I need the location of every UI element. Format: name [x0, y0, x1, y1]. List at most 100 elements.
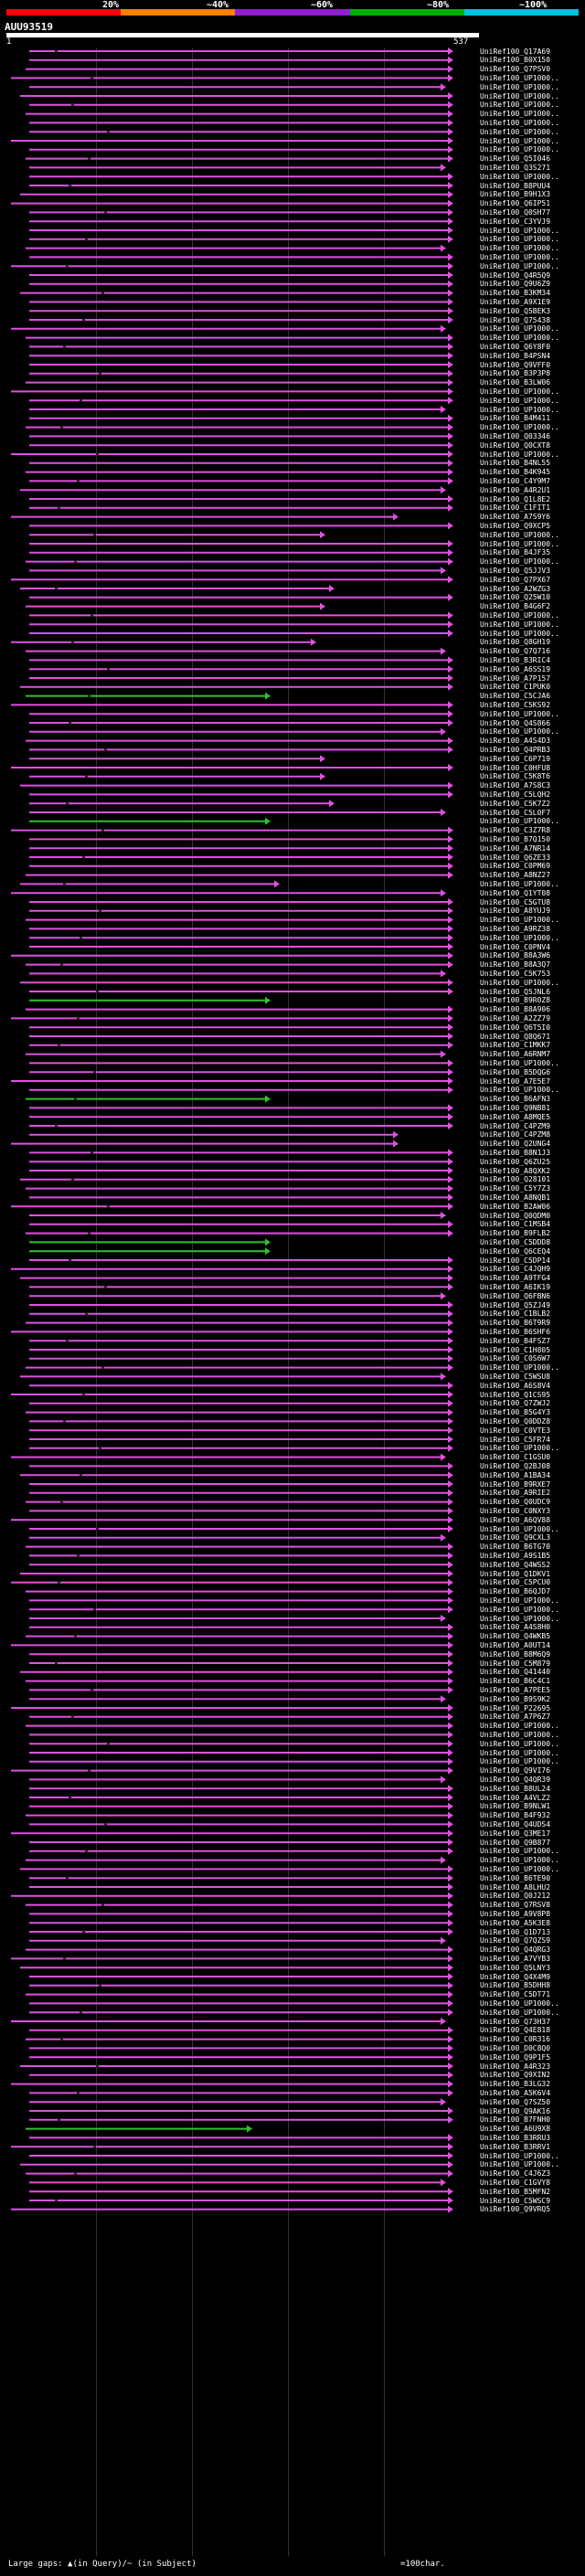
hit-label[interactable]: UniRef100_C3YVJ9: [480, 217, 551, 226]
hit-label[interactable]: UniRef100_Q9XIN2: [480, 2071, 551, 2080]
hit-label[interactable]: UniRef100_UP1000..: [480, 629, 559, 638]
hit-label[interactable]: UniRef100_C1H805: [480, 1345, 551, 1354]
hit-label[interactable]: UniRef100_Q1DKV1: [480, 1569, 551, 1578]
hit-label[interactable]: UniRef100_Q5JJV3: [480, 566, 551, 575]
hit-label[interactable]: UniRef100_C4Y9M7: [480, 476, 551, 485]
hit-label[interactable]: UniRef100_C0PNV4: [480, 942, 551, 951]
hit-label[interactable]: UniRef100_Q9VRQ5: [480, 2205, 551, 2214]
hit-label[interactable]: UniRef100_UP1000..: [480, 172, 559, 181]
hit-label[interactable]: UniRef100_UP1000..: [480, 101, 559, 110]
hit-label[interactable]: UniRef100_B7Q150: [480, 834, 551, 843]
hit-label[interactable]: UniRef100_UP1000..: [480, 1058, 559, 1067]
hit-label[interactable]: UniRef100_C5M879: [480, 1659, 551, 1668]
hit-label[interactable]: UniRef100_UP1000..: [480, 1730, 559, 1739]
hit-label[interactable]: UniRef100_C0NXY3: [480, 1506, 551, 1515]
hit-label[interactable]: UniRef100_UP1000..: [480, 978, 559, 987]
hit-label[interactable]: UniRef100_B6C4C1: [480, 1677, 551, 1686]
hit-label[interactable]: UniRef100_Q5ZJ49: [480, 1300, 551, 1309]
hit-label[interactable]: UniRef100_B8M6Q9: [480, 1649, 551, 1659]
hit-label[interactable]: UniRef100_UP1000..: [480, 709, 559, 718]
hit-label[interactable]: UniRef100_Q4R5Q9: [480, 270, 551, 280]
hit-label[interactable]: UniRef100_C1BLB2: [480, 1309, 551, 1319]
hit-label[interactable]: UniRef100_B7FNH0: [480, 2115, 551, 2125]
hit-label[interactable]: UniRef100_Q5JNL6: [480, 987, 551, 996]
hit-label[interactable]: UniRef100_B4NL55: [480, 459, 551, 468]
hit-label[interactable]: UniRef100_Q5LNY3: [480, 1963, 551, 1972]
hit-label[interactable]: UniRef100_B4G6F2: [480, 602, 551, 611]
hit-label[interactable]: UniRef100_UP1000..: [480, 1998, 559, 2008]
hit-label[interactable]: UniRef100_A6SS19: [480, 664, 551, 673]
hit-label[interactable]: UniRef100_A7S9Y6: [480, 513, 551, 522]
hit-label[interactable]: UniRef100_C0PM69: [480, 862, 551, 871]
hit-label[interactable]: UniRef100_UP1000..: [480, 110, 559, 119]
hit-label[interactable]: UniRef100_UP1000..: [480, 145, 559, 154]
hit-label[interactable]: UniRef100_UP1000..: [480, 136, 559, 145]
hit-label[interactable]: UniRef100_C5PCU0: [480, 1578, 551, 1587]
hit-label[interactable]: UniRef100_C5DT71: [480, 1990, 551, 1999]
hit-label[interactable]: UniRef100_UP1000..: [480, 610, 559, 620]
hit-label[interactable]: UniRef100_Q9CXL3: [480, 1533, 551, 1542]
hit-label[interactable]: UniRef100_Q7Q716: [480, 647, 551, 656]
hit-label[interactable]: UniRef100_C0VTE3: [480, 1426, 551, 1435]
hit-label[interactable]: UniRef100_Q1CS95: [480, 1390, 551, 1399]
hit-label[interactable]: UniRef100_Q9P1F5: [480, 2052, 551, 2062]
hit-label[interactable]: UniRef100_UP1000..: [480, 1524, 559, 1533]
hit-label[interactable]: UniRef100_UP1000..: [480, 879, 559, 888]
hit-label[interactable]: UniRef100_UP1000..: [480, 226, 559, 235]
hit-label[interactable]: UniRef100_UP1000..: [480, 1856, 559, 1865]
hit-label[interactable]: UniRef100_C1PUK0: [480, 683, 551, 692]
hit-label[interactable]: UniRef100_A6RNM7: [480, 1050, 551, 1059]
hit-label[interactable]: UniRef100_C5L0F7: [480, 808, 551, 817]
hit-label[interactable]: UniRef100_Q6FBN6: [480, 1291, 551, 1300]
hit-label[interactable]: UniRef100_Q7ZWJ2: [480, 1399, 551, 1408]
hit-label[interactable]: UniRef100_UP1000..: [480, 557, 559, 567]
hit-label[interactable]: UniRef100_UP1000..: [480, 324, 559, 334]
hit-label[interactable]: UniRef100_UP1000..: [480, 1444, 559, 1453]
hit-label[interactable]: UniRef100_C1GSU0: [480, 1453, 551, 1462]
hit-label[interactable]: UniRef100_B8A3Q7: [480, 960, 551, 970]
hit-label[interactable]: UniRef100_C0HFU8: [480, 763, 551, 772]
hit-label[interactable]: UniRef100_UP1000..: [480, 405, 559, 414]
hit-label[interactable]: UniRef100_C4JQH9: [480, 1265, 551, 1274]
hit-label[interactable]: UniRef100_Q1D713: [480, 1927, 551, 1936]
hit-label[interactable]: UniRef100_UP1000..: [480, 1605, 559, 1614]
hit-label[interactable]: UniRef100_UP1000..: [480, 1595, 559, 1605]
hit-label[interactable]: UniRef100_A8YUJ9: [480, 906, 551, 916]
hit-label[interactable]: UniRef100_C5K7Z2: [480, 799, 551, 808]
hit-label[interactable]: UniRef100_UP1000..: [480, 244, 559, 253]
hit-label[interactable]: UniRef100_Q6IP51: [480, 199, 551, 208]
hit-label[interactable]: UniRef100_C1GVY8: [480, 2178, 551, 2187]
hit-label[interactable]: UniRef100_UP1000..: [480, 817, 559, 826]
hit-label[interactable]: UniRef100_A7S8C3: [480, 781, 551, 790]
hit-label[interactable]: UniRef100_Q0SH77: [480, 207, 551, 217]
hit-label[interactable]: UniRef100_Q4S866: [480, 718, 551, 727]
hit-label[interactable]: UniRef100_C5WSC9: [480, 2196, 551, 2205]
hit-label[interactable]: UniRef100_A6U9X8: [480, 2125, 551, 2134]
hit-label[interactable]: UniRef100_UP1000..: [480, 252, 559, 261]
hit-label[interactable]: UniRef100_UP1000..: [480, 933, 559, 942]
hit-label[interactable]: UniRef100_UP1000..: [480, 2151, 559, 2160]
hit-label[interactable]: UniRef100_B9S9K2: [480, 1694, 551, 1703]
hit-label[interactable]: UniRef100_Q8Q671: [480, 1032, 551, 1041]
hit-label[interactable]: UniRef100_B8UL24: [480, 1784, 551, 1793]
hit-label[interactable]: UniRef100_B5MFN2: [480, 2187, 551, 2196]
hit-label[interactable]: UniRef100_B9FLB2: [480, 1229, 551, 1238]
hit-label[interactable]: UniRef100_Q5I046: [480, 154, 551, 164]
hit-label[interactable]: UniRef100_B6QJD7: [480, 1587, 551, 1596]
hit-label[interactable]: UniRef100_Q0UDC9: [480, 1498, 551, 1507]
hit-label[interactable]: UniRef100_Q73H37: [480, 2017, 551, 2026]
hit-label[interactable]: UniRef100_UP1000..: [480, 620, 559, 629]
hit-label[interactable]: UniRef100_C5Y7Z3: [480, 1184, 551, 1193]
hit-label[interactable]: UniRef100_C5CJA6: [480, 692, 551, 701]
hit-label[interactable]: UniRef100_C4PZM8: [480, 1130, 551, 1140]
hit-label[interactable]: UniRef100_UP1000..: [480, 2160, 559, 2169]
hit-label[interactable]: UniRef100_A9RIE2: [480, 1489, 551, 1498]
hit-label[interactable]: UniRef100_UP1000..: [480, 1614, 559, 1623]
hit-label[interactable]: UniRef100_A4VLZ2: [480, 1793, 551, 1802]
hit-label[interactable]: UniRef100_UP1000..: [480, 1864, 559, 1873]
hit-label[interactable]: UniRef100_A0UT14: [480, 1640, 551, 1649]
hit-label[interactable]: UniRef100_A8LHU2: [480, 1882, 551, 1892]
hit-label[interactable]: UniRef100_Q0J212: [480, 1892, 551, 1901]
hit-label[interactable]: UniRef100_UP1000..: [480, 2008, 559, 2017]
hit-label[interactable]: UniRef100_B4K945: [480, 468, 551, 477]
